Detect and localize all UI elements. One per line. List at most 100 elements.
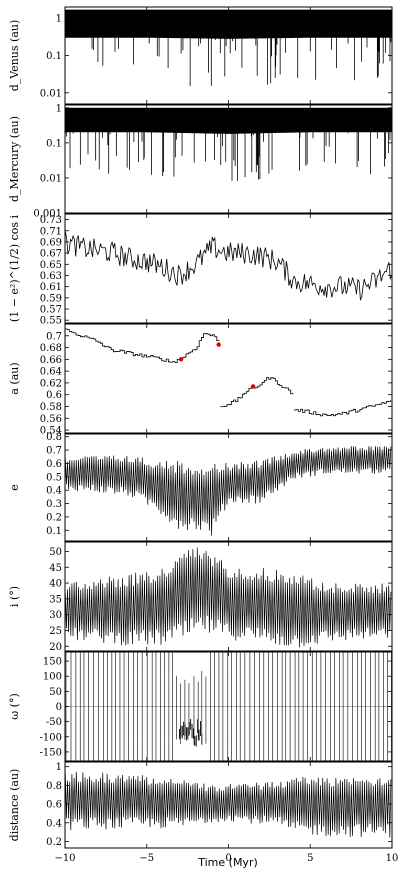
x-tick-label: 0	[225, 853, 231, 864]
plot-area	[65, 547, 392, 648]
plot-area	[65, 328, 392, 417]
panel-7: 150 100 50 0 -50 -100 -150 ω (°)	[8, 651, 393, 762]
y-tick-label: 0.58	[40, 402, 62, 413]
plot-area	[65, 652, 392, 761]
y-tick-label: 0.3	[46, 499, 62, 510]
panel-frame	[64, 323, 393, 434]
y-tick-label: 50	[49, 547, 62, 558]
y-axis-label: a (au)	[8, 362, 21, 394]
y-axis-label: i (°)	[8, 586, 21, 607]
y-axis-label: d_Venus (au)	[8, 20, 21, 92]
y-tick-label: -50	[46, 717, 62, 728]
y-tick-label: -100	[40, 732, 62, 743]
y-tick-label: 100	[43, 672, 62, 683]
y-tick-label: 0.001	[33, 209, 62, 220]
y-tick-label: 0.54	[40, 426, 62, 437]
x-axis-label: Time (Myr)	[197, 856, 258, 869]
panel-8: 1 0.8 0.6 0.4 0.2 distance (au)	[8, 761, 393, 849]
y-tick-label: 150	[43, 657, 62, 668]
y-tick-label: 0.1	[46, 526, 62, 537]
y-tick-label: 0.67	[40, 249, 62, 260]
y-tick-label: 0.2	[46, 512, 62, 523]
highlight-point-3	[250, 384, 256, 389]
series-0	[65, 547, 392, 648]
y-axis-label: d_Mercury (au)	[8, 116, 21, 202]
plot-area	[65, 231, 392, 302]
y-tick-label: 0.4	[46, 818, 62, 829]
series-2	[293, 400, 392, 417]
y-tick-label: 0.6	[46, 459, 62, 470]
series-0	[65, 328, 220, 364]
x-tick-label: 5	[307, 853, 313, 864]
y-tick-label: 40	[49, 579, 62, 590]
y-tick-label: 0.5	[46, 472, 62, 483]
y-tick-label: 30	[49, 610, 62, 621]
x-tick-label: −10	[54, 853, 75, 864]
y-tick-label: 0.4	[46, 486, 62, 497]
y-tick-label: 0.7	[46, 331, 62, 342]
y-tick-label: 0.55	[40, 316, 62, 327]
panel-5: 0.8 0.7 0.6 0.5 0.4 0.3 0.2 0.1 e	[8, 432, 393, 542]
x-tick-label: 10	[386, 853, 399, 864]
y-axis-label: distance (au)	[8, 769, 21, 842]
plot-area	[65, 107, 392, 181]
y-tick-label: 0.59	[40, 293, 62, 304]
y-tick-label: 50	[49, 687, 62, 698]
panels: 1 0.1 0.01 d_Venus (au) 1 0.1 0.01 0.001 d_Mercu…	[8, 6, 399, 864]
y-tick-label: 0.8	[46, 781, 62, 792]
y-tick-label: 0.8	[46, 432, 62, 443]
y-tick-label: 0.63	[40, 271, 62, 282]
y-tick-label: 45	[49, 563, 62, 574]
y-tick-label: 0.57	[40, 305, 62, 316]
y-tick-label: 1	[56, 14, 62, 25]
plot-area	[65, 771, 392, 838]
y-tick-label: 0.2	[46, 837, 62, 848]
y-tick-label: 0.65	[40, 260, 62, 271]
panel-6: 50 45 40 35 30 25 20 i (°)	[8, 541, 393, 653]
y-tick-label: 0	[56, 702, 62, 713]
x-tick-label: −5	[139, 853, 154, 864]
series-0	[65, 107, 392, 181]
y-tick-label: 0.64	[40, 367, 62, 378]
y-tick-label: 0.7	[46, 446, 62, 457]
y-tick-label: 0.1	[46, 51, 62, 62]
plot-area	[65, 9, 392, 87]
series-0-cluster	[179, 719, 203, 747]
y-tick-label: 20	[49, 642, 62, 653]
y-tick-label: 0.01	[40, 88, 62, 99]
panel-frame	[64, 213, 393, 324]
y-tick-label: 1	[56, 103, 62, 114]
y-tick-label: 0.6	[46, 390, 62, 401]
panel-2: 1 0.1 0.01 0.001 d_Mercury (au)	[8, 103, 393, 220]
y-tick-label: 25	[49, 626, 62, 637]
y-tick-label: 0.73	[40, 215, 62, 226]
y-tick-label: -150	[40, 747, 62, 758]
y-axis-label: e	[8, 484, 21, 491]
highlight-point-2	[216, 342, 221, 347]
y-axis-label: ω (°)	[8, 693, 21, 720]
y-tick-label: 1	[56, 762, 62, 773]
y-tick-label: 0.56	[40, 414, 62, 425]
y-tick-label: 0.1	[46, 138, 62, 149]
plot-area	[65, 446, 392, 536]
panel-1: 1 0.1 0.01 d_Venus (au)	[8, 6, 393, 105]
series-0	[65, 231, 392, 302]
y-tick-label: 0.69	[40, 237, 62, 248]
y-tick-label: 0.68	[40, 343, 62, 354]
series-0	[65, 446, 392, 536]
highlight-point-1	[178, 357, 184, 362]
series-0	[65, 9, 392, 87]
y-tick-label: 0.61	[40, 282, 62, 293]
y-axis-label: (1 − e²)^(1/2) cos i	[8, 214, 21, 322]
y-tick-label: 0.71	[40, 226, 62, 237]
y-tick-label: 0.66	[40, 355, 62, 366]
y-tick-label: 0.62	[40, 378, 62, 389]
panel-3: 0.730.710.690.670.650.630.610.590.570.55…	[8, 213, 393, 327]
y-tick-label: 0.6	[46, 800, 62, 811]
panel-4: 0.70.680.660.640.620.60.580.560.54 a (au)	[8, 323, 393, 437]
y-tick-label: 35	[49, 594, 62, 605]
y-tick-label: 0.01	[40, 173, 62, 184]
series-1	[220, 377, 294, 408]
series-0	[65, 771, 392, 838]
